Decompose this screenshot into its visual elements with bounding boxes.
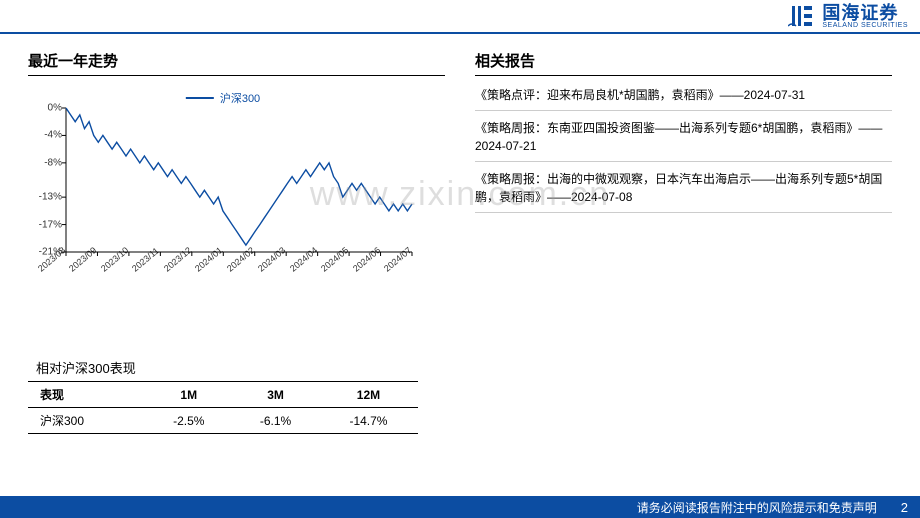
- trend-chart: 沪深300 0%-4%-8%-13%-17%-21%2023/082023/09…: [28, 86, 418, 286]
- table-col-header: 12M: [319, 382, 418, 408]
- table-col-header: 3M: [232, 382, 319, 408]
- footer: 请务必阅读报告附注中的风险提示和免责声明 2: [0, 496, 920, 518]
- table-cell: -14.7%: [319, 408, 418, 434]
- brand-name-en: SEALAND SECURITIES: [822, 22, 908, 29]
- table-header-row: 表现1M3M12M: [28, 382, 418, 408]
- brand-name-cn: 国海证券: [822, 4, 908, 22]
- table-cell: -2.5%: [145, 408, 232, 434]
- page-number: 2: [901, 500, 908, 515]
- header-divider: [0, 32, 920, 34]
- table-row: 沪深300-2.5%-6.1%-14.7%: [28, 408, 418, 434]
- perf-table: 表现1M3M12M 沪深300-2.5%-6.1%-14.7%: [28, 381, 418, 434]
- left-column: 最近一年走势 沪深300 0%-4%-8%-13%-17%-21%2023/08…: [28, 50, 445, 488]
- perf-table-caption: 相对沪深300表现: [36, 358, 445, 377]
- reports-title: 相关报告: [475, 50, 892, 76]
- table-col-header: 表现: [28, 382, 145, 408]
- logo-mark-icon: [788, 4, 816, 28]
- right-column: 相关报告 《策略点评：迎来布局良机*胡国鹏，袁稻雨》——2024-07-31《策…: [475, 50, 892, 488]
- reports-list: 《策略点评：迎来布局良机*胡国鹏，袁稻雨》——2024-07-31 《策略周报：东…: [475, 86, 892, 213]
- brand-logo: 国海证券 SEALAND SECURITIES: [788, 4, 908, 29]
- report-item: 《策略周报：出海的中微观观察，日本汽车出海启示——出海系列专题5*胡国鹏，袁稻雨…: [475, 170, 892, 213]
- report-item: 《策略周报：东南亚四国投资图鉴——出海系列专题6*胡国鹏，袁稻雨》——2024-…: [475, 119, 892, 162]
- table-col-header: 1M: [145, 382, 232, 408]
- report-item: 《策略点评：迎来布局良机*胡国鹏，袁稻雨》——2024-07-31: [475, 86, 892, 111]
- header: 国海证券 SEALAND SECURITIES: [0, 0, 920, 32]
- content: 最近一年走势 沪深300 0%-4%-8%-13%-17%-21%2023/08…: [28, 50, 892, 488]
- table-cell: 沪深300: [28, 408, 145, 434]
- footer-disclaimer: 请务必阅读报告附注中的风险提示和免责声明: [637, 499, 877, 516]
- table-cell: -6.1%: [232, 408, 319, 434]
- trend-title: 最近一年走势: [28, 50, 445, 76]
